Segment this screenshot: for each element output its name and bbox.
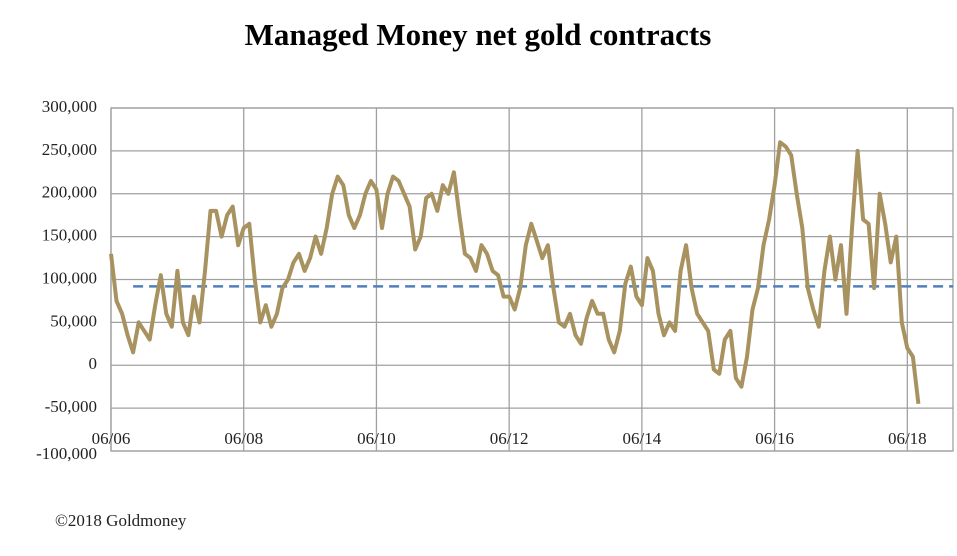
x-tick-label: 06/10: [357, 429, 396, 448]
x-tick-label: 06/16: [755, 429, 794, 448]
y-tick-label: 50,000: [50, 311, 97, 330]
y-tick-label: -50,000: [45, 397, 97, 416]
x-tick-label: 06/14: [623, 429, 662, 448]
chart-title: Managed Money net gold contracts: [245, 17, 712, 52]
y-tick-label: 200,000: [42, 183, 97, 202]
y-tick-label: 150,000: [42, 226, 97, 245]
y-tick-label: -100,000: [36, 444, 97, 463]
y-tick-label: 250,000: [42, 140, 97, 159]
source: ©2018 Goldmoney: [55, 511, 187, 530]
y-tick-label: 300,000: [42, 97, 97, 116]
x-tick-label: 06/12: [490, 429, 529, 448]
x-tick-label: 06/08: [224, 429, 263, 448]
x-tick-label: 06/06: [92, 429, 131, 448]
x-tick-label: 06/18: [888, 429, 927, 448]
data-line: [109, 140, 921, 405]
y-tick-label: 0: [89, 354, 98, 373]
y-tick-label: 100,000: [42, 268, 97, 287]
